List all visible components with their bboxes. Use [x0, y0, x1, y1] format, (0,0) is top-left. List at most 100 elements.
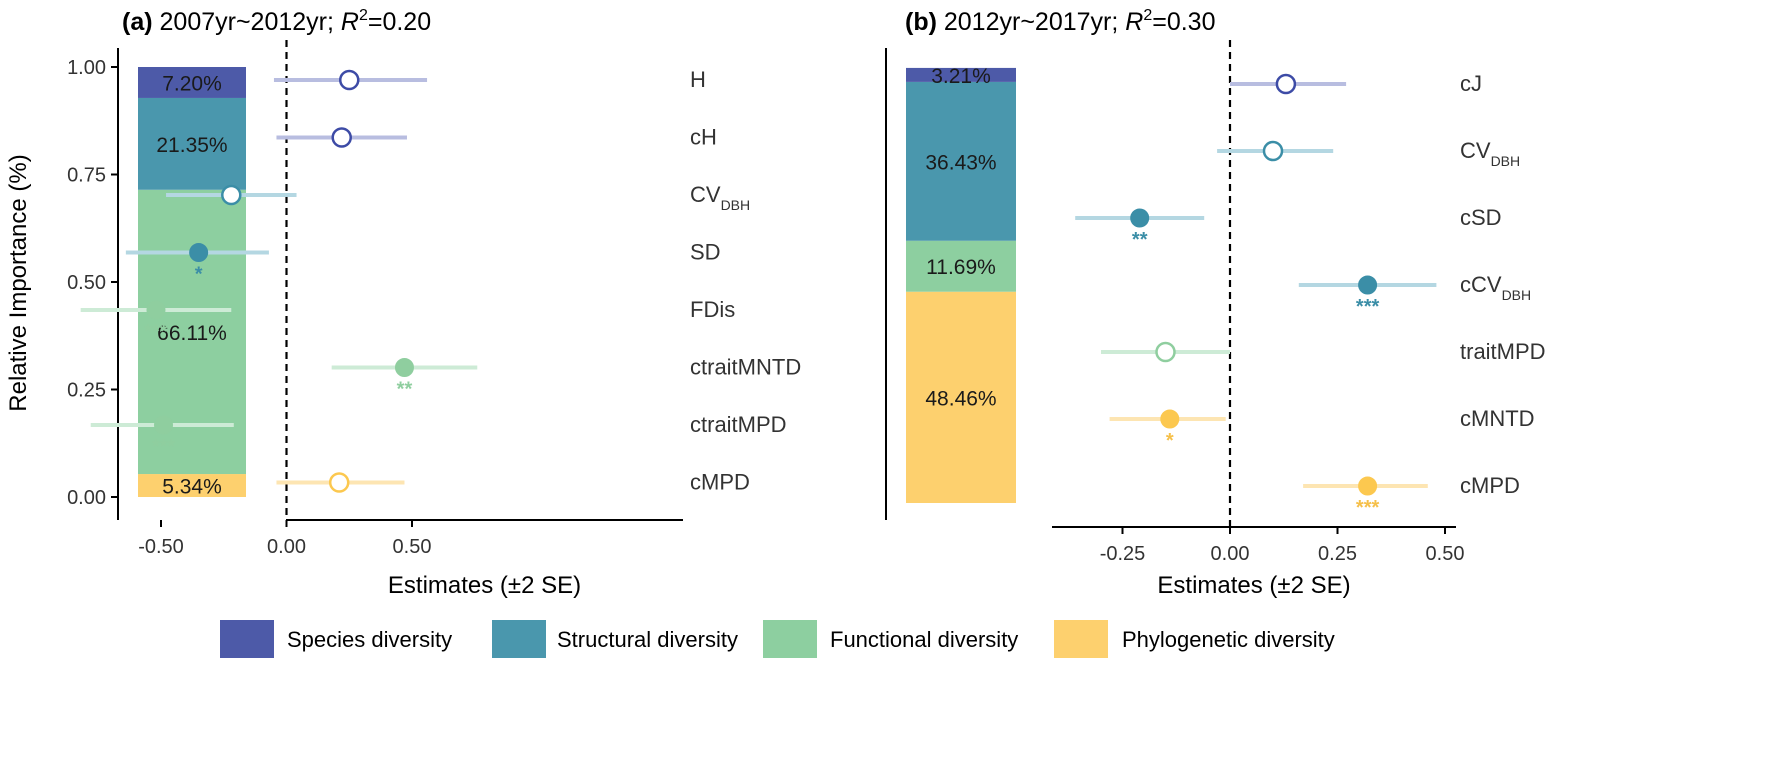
bar-segment-species: [138, 67, 246, 98]
bar-segment-label: 7.20%: [162, 72, 222, 95]
predictor-label: cMPD: [1460, 473, 1520, 498]
panel-title-r2-value: =0.30: [1152, 8, 1215, 36]
predictor-label-main: cCV: [1460, 272, 1502, 297]
bar-segment-label: 5.34%: [162, 476, 222, 499]
estimate-point-open: [339, 69, 360, 91]
estimate-point-open: [221, 184, 242, 206]
panel-a: (a) 2007yr~2012yr; R2=0.205.34%66.11%21.…: [5, 7, 801, 599]
predictor-label-main: cSD: [1460, 205, 1502, 230]
panel-title-period: 2012yr~2017yr;: [944, 8, 1125, 36]
panel-title-r2-sup: 2: [359, 7, 368, 24]
significance-stars: ***: [152, 436, 176, 458]
predictor-label-main: traitMPD: [1460, 339, 1546, 364]
bar-segment-label: 11.69%: [926, 256, 996, 279]
x-axis-title: Estimates (±2 SE): [388, 572, 581, 599]
bar-segment-label: 66.11%: [157, 322, 227, 345]
predictor-label: H: [690, 67, 706, 92]
significance-stars: ***: [144, 321, 168, 343]
significance-stars: **: [1132, 229, 1148, 251]
x-tick-label: 0.00: [1211, 543, 1250, 565]
predictor-label: cMNTD: [1460, 406, 1535, 431]
bar-segment-structural: [138, 97, 246, 190]
bar-segment-label: 36.43%: [925, 151, 996, 174]
x-axis-title: Estimates (±2 SE): [1157, 572, 1350, 599]
significance-stars: **: [397, 379, 413, 401]
bar-segment-label: 48.46%: [925, 387, 996, 410]
predictor-label-sub: DBH: [1502, 287, 1532, 303]
legend: Species diversity Structural diversity Fun…: [220, 620, 1335, 658]
legend-swatch: [763, 620, 817, 658]
bar-segment-label: 3.21%: [931, 65, 991, 88]
estimate-point-open: [1262, 140, 1284, 162]
significance-stars: ***: [1356, 497, 1380, 519]
predictor-label-main: H: [690, 67, 706, 92]
bar-segment-phylogenetic: [138, 474, 246, 497]
predictor-label: cH: [690, 125, 717, 150]
x-tick-label: -0.50: [138, 536, 184, 558]
y-tick-label: 0.00: [67, 487, 106, 509]
estimate-point: [1358, 476, 1378, 496]
predictor-label-main: FDis: [690, 297, 735, 322]
x-tick-label: -0.25: [1100, 543, 1146, 565]
panel-title-label: (a): [122, 8, 153, 36]
bar-segment-species: [906, 67, 1016, 82]
y-tick-label: 0.25: [67, 380, 106, 402]
x-tick-label: 0.00: [267, 536, 306, 558]
panel-title-r2-symbol: R: [1125, 8, 1143, 36]
predictor-label: CVDBH: [690, 182, 750, 213]
predictor-label: cJ: [1460, 71, 1482, 96]
predictor-label-main: CV: [690, 182, 721, 207]
predictor-label-main: cJ: [1460, 71, 1482, 96]
estimate-point: [1358, 275, 1378, 295]
predictor-label: CVDBH: [1460, 138, 1520, 169]
predictor-label: SD: [690, 240, 721, 265]
y-axis-title: Relative Importance (%): [5, 154, 32, 411]
estimate-point-open: [328, 472, 350, 493]
predictor-label: cCVDBH: [1460, 272, 1531, 303]
estimate-point: [146, 300, 166, 320]
legend-swatch: [220, 620, 274, 658]
panel-b: (b) 2012yr~2017yr; R2=0.30 48.46% 11.69% 36…: [885, 7, 1546, 599]
estimate-point: [394, 358, 414, 377]
significance-stars: *: [1166, 430, 1174, 452]
predictor-label: cSD: [1460, 205, 1502, 230]
panel-title-r2-sup: 2: [1143, 7, 1152, 24]
predictor-label-main: ctraitMNTD: [690, 355, 801, 380]
legend-swatch: [492, 620, 546, 658]
predictor-label-main: SD: [690, 240, 721, 265]
bar-segment-phylogenetic: [906, 291, 1016, 503]
x-tick-label: 0.25: [1318, 543, 1357, 565]
significance-stars: ***: [1356, 296, 1380, 318]
legend-label: Species diversity: [287, 627, 452, 652]
panel-title-space: [937, 8, 944, 36]
estimate-point-open: [1155, 341, 1176, 363]
x-tick-label: 0.50: [393, 536, 432, 558]
predictor-label-main: cMPD: [690, 470, 750, 495]
panel-title-r2-symbol: R: [341, 8, 359, 36]
predictor-label: cMPD: [690, 470, 750, 495]
panel-title-period: 2007yr~2012yr;: [160, 8, 341, 36]
significance-stars: *: [195, 264, 203, 286]
estimate-point: [154, 415, 174, 435]
predictor-label-main: cMNTD: [1460, 406, 1535, 431]
predictor-label-main: cMPD: [1460, 473, 1520, 498]
predictor-label: traitMPD: [1460, 339, 1546, 364]
estimate-point: [1130, 208, 1150, 228]
bar-segment-structural: [906, 81, 1016, 241]
x-tick-label: 0.50: [1426, 543, 1465, 565]
panel-title-r2-value: =0.20: [368, 8, 431, 36]
panel-title: (a) 2007yr~2012yr; R2=0.20: [122, 7, 431, 36]
estimate-point: [189, 243, 209, 262]
legend-swatch: [1054, 620, 1108, 658]
y-tick-label: 0.50: [67, 272, 106, 294]
estimate-point-open: [1275, 73, 1297, 95]
panel-title-label: (b): [905, 8, 937, 36]
legend-label: Functional diversity: [830, 627, 1018, 652]
panel-title-space: [153, 8, 160, 36]
predictor-label: ctraitMNTD: [690, 355, 801, 380]
panel-title: (b) 2012yr~2017yr; R2=0.30: [905, 7, 1215, 36]
predictor-label-main: cH: [690, 125, 717, 150]
predictor-label: ctraitMPD: [690, 412, 787, 437]
